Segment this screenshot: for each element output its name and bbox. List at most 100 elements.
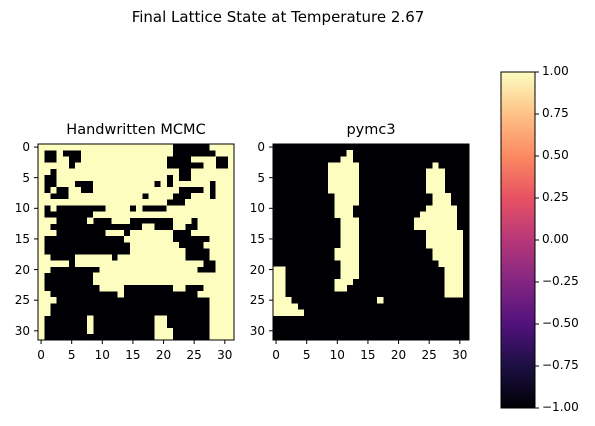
heatmap-cell	[432, 242, 439, 249]
heatmap-cell	[334, 284, 341, 292]
heatmap-cell	[166, 229, 174, 237]
heatmap-cell	[154, 162, 161, 169]
heatmap-cell	[279, 309, 286, 316]
heatmap-cell	[444, 193, 451, 200]
heatmap-cell	[215, 217, 223, 224]
heatmap-cell	[136, 144, 143, 151]
heatmap-cell	[191, 180, 198, 188]
heatmap-cell	[328, 186, 335, 194]
heatmap-cell	[99, 193, 106, 200]
heatmap-cell	[38, 321, 45, 329]
heatmap-cell	[203, 193, 210, 200]
heatmap-cell	[111, 260, 118, 267]
heatmap-cell	[111, 229, 118, 237]
heatmap-cell	[203, 291, 210, 298]
heatmap-cell	[160, 260, 167, 267]
heatmap-cell	[215, 180, 223, 188]
heatmap-cell	[80, 193, 88, 200]
heatmap-cell	[221, 150, 229, 157]
heatmap-cell	[50, 162, 57, 169]
heatmap-cell	[438, 199, 445, 206]
heatmap-cell	[172, 284, 180, 292]
heatmap-cell	[346, 272, 353, 280]
heatmap-cell	[215, 278, 223, 286]
heatmap-cell	[148, 174, 155, 182]
heatmap-cell	[346, 156, 353, 163]
heatmap-cell	[166, 193, 174, 200]
heatmap-cell	[44, 309, 51, 316]
heatmap-cell	[456, 266, 464, 273]
heatmap-cell	[136, 260, 143, 267]
heatmap-cell	[185, 278, 192, 286]
colorbar-tick-label: −1.00	[542, 400, 579, 414]
heatmap-cell	[209, 303, 216, 310]
heatmap-cell	[74, 186, 82, 194]
heatmap-cell	[142, 174, 149, 182]
heatmap-cell	[273, 284, 280, 292]
heatmap-cell	[456, 229, 464, 237]
heatmap-cell	[346, 278, 353, 286]
heatmap-cell	[227, 260, 235, 267]
heatmap-cell	[172, 186, 180, 194]
heatmap-cell	[136, 266, 143, 273]
y-tick-label: 25	[14, 293, 30, 308]
heatmap-cell	[136, 150, 143, 157]
x-tick-label: 5	[302, 348, 311, 362]
heatmap-cell	[38, 193, 45, 200]
heatmap-cell	[68, 180, 76, 188]
heatmap-cell	[148, 211, 155, 218]
heatmap-cell	[87, 144, 94, 151]
heatmap-cell	[191, 193, 198, 200]
heatmap-cell	[154, 235, 161, 243]
heatmap-cell	[279, 284, 286, 292]
heatmap-cell	[117, 205, 125, 212]
heatmap-cell	[105, 144, 112, 151]
heatmap-cell	[346, 242, 353, 249]
heatmap-cell	[297, 309, 304, 316]
heatmap-cell	[209, 229, 216, 237]
heatmap-cell	[74, 199, 82, 206]
heatmap-cell	[148, 156, 155, 163]
heatmap-cell	[172, 242, 180, 249]
colorbar-body	[501, 72, 535, 408]
heatmap-cell	[291, 303, 298, 310]
heatmap-cell	[191, 174, 198, 182]
heatmap-cell	[142, 199, 149, 206]
heatmap-cell	[80, 156, 88, 163]
heatmap-cell	[352, 272, 360, 280]
heatmap-cell	[44, 303, 51, 310]
heatmap-cell	[136, 205, 143, 212]
heatmap-cell	[334, 278, 341, 286]
x-tick-label: 15	[360, 348, 376, 362]
heatmap-cell	[227, 229, 235, 237]
heatmap-cell	[160, 150, 167, 157]
heatmap-cell	[123, 260, 131, 267]
heatmap-cell	[352, 168, 360, 175]
heatmap-cell	[50, 297, 57, 304]
panel-title-handwritten: Handwritten MCMC	[66, 122, 206, 138]
heatmap-cell	[456, 248, 464, 255]
heatmap-cell	[456, 291, 464, 298]
heatmap-cell	[105, 272, 112, 280]
heatmap-cell	[215, 205, 223, 212]
heatmap-cell	[160, 174, 167, 182]
heatmap-cell	[148, 235, 155, 243]
heatmap-cell	[142, 150, 149, 157]
heatmap-cell	[413, 217, 421, 224]
heatmap-cell	[432, 223, 439, 231]
heatmap-cell	[227, 193, 235, 200]
colorbar-tick-label: 0.50	[542, 148, 569, 162]
heatmap-cell	[87, 168, 94, 175]
heatmap-cell	[438, 260, 445, 267]
x-tick-label: 10	[94, 348, 110, 362]
heatmap-cell	[340, 156, 347, 163]
heatmap-cell	[123, 193, 131, 200]
heatmap-pymc3	[269, 143, 470, 344]
heatmap-cell	[148, 266, 155, 273]
heatmap-cell	[432, 229, 439, 237]
heatmap-cell	[56, 199, 63, 206]
heatmap-cell	[209, 315, 216, 322]
heatmap-cell	[340, 193, 347, 200]
heatmap-cell	[111, 180, 118, 188]
